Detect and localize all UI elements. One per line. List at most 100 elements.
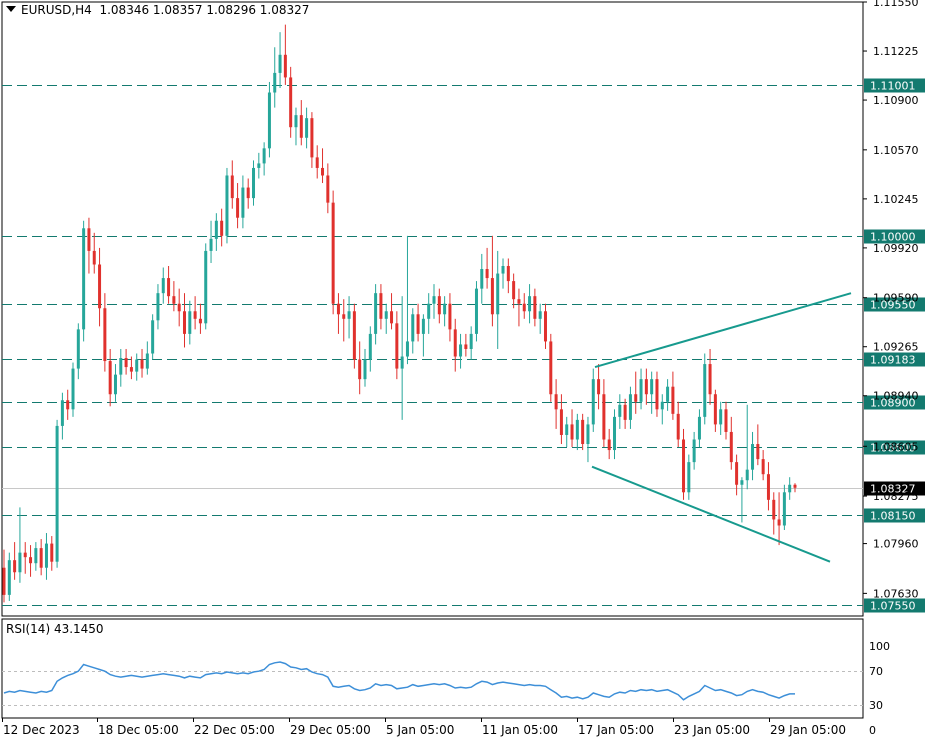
- candle-bull[interactable]: [188, 311, 192, 334]
- candle-bull[interactable]: [305, 118, 309, 138]
- candle-bull[interactable]: [82, 228, 86, 330]
- candle-bull[interactable]: [687, 462, 691, 493]
- candle-bull[interactable]: [496, 273, 500, 315]
- candle-bear[interactable]: [29, 557, 33, 564]
- candle-bull[interactable]: [135, 359, 139, 372]
- candle-bear[interactable]: [777, 519, 781, 526]
- candle-bear[interactable]: [766, 474, 770, 500]
- candle-bear[interactable]: [490, 278, 494, 315]
- candle-bear[interactable]: [453, 329, 457, 357]
- candle-bear[interactable]: [644, 379, 648, 395]
- candle-bear[interactable]: [607, 439, 611, 451]
- candle-bear[interactable]: [379, 293, 383, 319]
- candle-bear[interactable]: [198, 318, 202, 324]
- channel-lower-trendline[interactable]: [591, 465, 831, 563]
- candle-bear[interactable]: [50, 543, 54, 562]
- candle-bear[interactable]: [708, 364, 712, 395]
- candle-bear[interactable]: [448, 303, 452, 330]
- candle-bear[interactable]: [559, 409, 563, 435]
- candle-bear[interactable]: [299, 115, 303, 138]
- candle-bear[interactable]: [172, 296, 176, 304]
- candle-bull[interactable]: [666, 386, 670, 402]
- candle-bear[interactable]: [352, 311, 356, 360]
- candle-bull[interactable]: [480, 269, 484, 289]
- candle-bear[interactable]: [124, 358, 128, 368]
- candle-bull[interactable]: [55, 425, 59, 562]
- candle-bull[interactable]: [368, 333, 372, 360]
- candle-bear[interactable]: [310, 118, 314, 158]
- candle-bear[interactable]: [23, 552, 27, 558]
- candle-bull[interactable]: [347, 311, 351, 319]
- candle-bull[interactable]: [278, 54, 282, 73]
- candle-bear[interactable]: [103, 308, 107, 362]
- candle-bull[interactable]: [469, 333, 473, 349]
- candle-bull[interactable]: [459, 344, 463, 357]
- candle-bull[interactable]: [161, 278, 165, 294]
- candle-bear[interactable]: [220, 220, 224, 236]
- candle-bull[interactable]: [613, 416, 617, 451]
- candle-bull[interactable]: [400, 356, 404, 369]
- candle-bear[interactable]: [289, 77, 293, 128]
- candle-bull[interactable]: [405, 341, 409, 357]
- channel-upper-trendline[interactable]: [594, 292, 852, 369]
- candle-bull[interactable]: [34, 548, 38, 564]
- candle-bull[interactable]: [204, 250, 208, 324]
- candle-bear[interactable]: [735, 462, 739, 485]
- candle-bear[interactable]: [549, 341, 553, 395]
- candle-bull[interactable]: [501, 266, 505, 274]
- candle-bear[interactable]: [236, 198, 240, 218]
- candle-bear[interactable]: [39, 548, 43, 568]
- candle-bear[interactable]: [512, 281, 516, 300]
- candle-bear[interactable]: [676, 413, 680, 440]
- candle-bear[interactable]: [517, 299, 521, 304]
- candle-bull[interactable]: [384, 311, 388, 319]
- candle-bull[interactable]: [294, 115, 298, 128]
- candle-bull[interactable]: [565, 424, 569, 435]
- candle-bull[interactable]: [586, 424, 590, 445]
- candle-bear[interactable]: [570, 424, 574, 440]
- candle-bull[interactable]: [214, 220, 218, 239]
- candle-bear[interactable]: [98, 264, 102, 309]
- candle-bull[interactable]: [363, 359, 367, 380]
- candle-bull[interactable]: [71, 368, 75, 410]
- candle-bull[interactable]: [618, 404, 622, 417]
- candle-bull[interactable]: [119, 358, 123, 375]
- candle-bear[interactable]: [554, 394, 558, 410]
- candle-bear[interactable]: [395, 323, 399, 369]
- candle-bull[interactable]: [703, 364, 707, 417]
- candle-bull[interactable]: [427, 303, 431, 319]
- candle-bull[interactable]: [538, 311, 542, 319]
- candle-bull[interactable]: [650, 379, 654, 395]
- candle-bear[interactable]: [246, 187, 250, 199]
- candle-bear[interactable]: [177, 303, 181, 312]
- candle-bull[interactable]: [528, 296, 532, 312]
- candle-bear[interactable]: [230, 175, 234, 199]
- candle-bull[interactable]: [225, 175, 229, 236]
- candle-bull[interactable]: [740, 480, 744, 485]
- candle-bear[interactable]: [108, 361, 112, 395]
- candle-bear[interactable]: [761, 459, 765, 475]
- candle-bull[interactable]: [639, 379, 643, 402]
- candle-bear[interactable]: [326, 175, 330, 203]
- candle-bull[interactable]: [745, 469, 749, 481]
- candle-bull[interactable]: [719, 409, 723, 425]
- candle-bear[interactable]: [92, 250, 96, 265]
- candle-bear[interactable]: [283, 54, 287, 78]
- candle-bear[interactable]: [623, 404, 627, 420]
- candle-bull[interactable]: [145, 353, 149, 369]
- candle-bull[interactable]: [628, 394, 632, 420]
- candle-bear[interactable]: [390, 311, 394, 324]
- candle-bull[interactable]: [751, 444, 755, 470]
- candle-bear[interactable]: [437, 296, 441, 315]
- candle-bear[interactable]: [597, 379, 601, 395]
- candle-bear[interactable]: [87, 228, 91, 251]
- candle-bear[interactable]: [506, 266, 510, 282]
- candle-bear[interactable]: [315, 157, 319, 168]
- candle-bull[interactable]: [252, 167, 256, 199]
- candle-bear[interactable]: [2, 567, 6, 595]
- candle-bear[interactable]: [682, 439, 686, 493]
- candle-bear[interactable]: [485, 269, 489, 279]
- candle-bear[interactable]: [193, 311, 197, 319]
